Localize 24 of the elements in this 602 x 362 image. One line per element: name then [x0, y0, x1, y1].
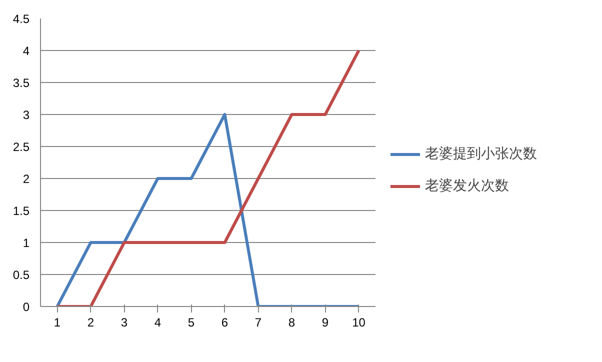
- x-tick-label: 10: [352, 316, 366, 330]
- y-tick-label: 3.5: [12, 76, 30, 90]
- y-tick-label: 2: [22, 172, 30, 186]
- y-tick-label: 4.5: [12, 12, 30, 26]
- line-series: [56, 49, 360, 306]
- x-tick-label: 7: [254, 316, 262, 330]
- x-tick-label: 6: [221, 316, 228, 330]
- y-tick-label: 3: [22, 108, 30, 122]
- y-tick-label: 1.5: [12, 204, 30, 218]
- line-series: [56, 113, 360, 306]
- y-tick-label: 0: [22, 300, 30, 314]
- x-tick-label: 2: [87, 316, 94, 330]
- y-tick-label: 2.5: [12, 140, 30, 154]
- x-tick-label: 1: [54, 316, 61, 330]
- x-tick-label: 8: [288, 316, 296, 330]
- x-tick-label: 9: [322, 316, 329, 330]
- x-tick-label: 4: [154, 316, 162, 330]
- legend-label: 老婆发火次数: [425, 177, 509, 195]
- y-tick-label: 0.5: [12, 268, 30, 282]
- legend-label: 老婆提到小张次数: [425, 145, 537, 163]
- y-tick-label: 4: [22, 44, 30, 58]
- y-tick-label: 1: [22, 236, 30, 250]
- x-tick-label: 5: [188, 316, 195, 330]
- x-tick-label: 3: [120, 316, 128, 330]
